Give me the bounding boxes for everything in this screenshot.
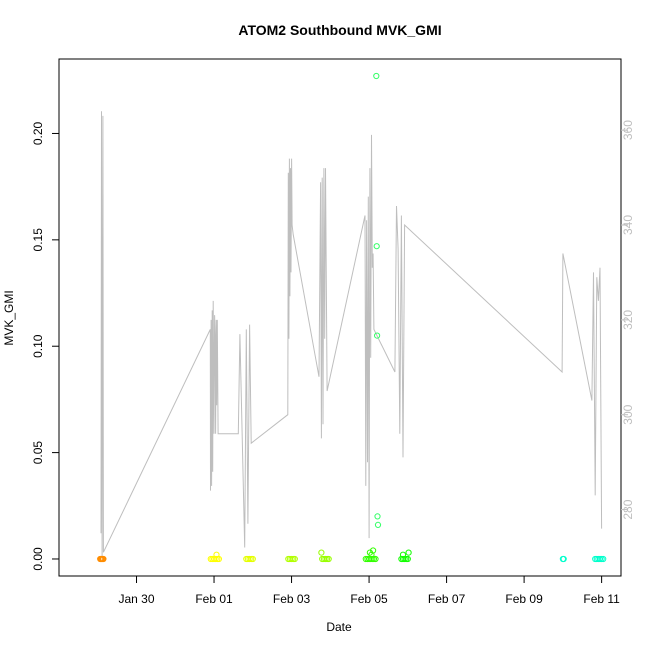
data-point — [100, 555, 107, 563]
y-axis: 0.00 0.05 0.10 0.15 0.20 — [31, 121, 59, 571]
x-tick-label: Feb 03 — [273, 592, 311, 606]
x-tick-label: Feb 05 — [350, 592, 388, 606]
chart-title: ATOM2 Southbound MVK_GMI — [238, 22, 441, 38]
data-point — [600, 555, 607, 563]
y2-tick-label: 300 — [621, 404, 635, 424]
data-point — [405, 549, 412, 556]
data-point — [212, 555, 219, 563]
data-point — [399, 551, 407, 558]
secondary-series-line — [100, 111, 603, 558]
plot-frame — [58, 58, 622, 577]
data-point — [213, 551, 220, 558]
data-point — [372, 555, 379, 563]
y2-tick-label: 320 — [621, 310, 635, 330]
x-axis-label: Date — [326, 620, 352, 634]
secondary-series — [100, 111, 603, 558]
data-point — [318, 549, 325, 556]
x-tick-label: Feb 09 — [505, 592, 543, 606]
y-tick-label: 0.20 — [31, 121, 45, 145]
data-point — [373, 243, 380, 250]
data-point — [374, 521, 382, 529]
data-point — [249, 555, 256, 563]
data-points — [97, 72, 607, 563]
data-point — [374, 332, 381, 339]
y2-axis: 280 300 320 340 360 — [621, 120, 635, 520]
y-tick-label: 0.05 — [31, 441, 45, 465]
y2-tick-label: 340 — [621, 215, 635, 235]
y-tick-label: 0.15 — [31, 228, 45, 252]
data-point — [325, 555, 332, 563]
x-tick-label: Jan 30 — [119, 592, 155, 606]
y2-tick-label: 360 — [621, 120, 635, 140]
data-point — [560, 555, 567, 563]
data-point — [373, 72, 380, 80]
data-point — [374, 513, 381, 520]
y2-tick-label: 280 — [621, 499, 635, 519]
data-point — [366, 549, 373, 556]
x-axis: Jan 30 Feb 01 Feb 03 Feb 05 Feb 07 Feb 09 Feb … — [119, 576, 620, 606]
data-point — [291, 555, 298, 563]
y-tick-label: 0.00 — [31, 547, 45, 571]
x-tick-label: Feb 07 — [428, 592, 466, 606]
y-tick-label: 0.10 — [31, 334, 45, 358]
x-tick-label: Feb 11 — [583, 592, 620, 606]
x-tick-label: Feb 01 — [195, 592, 233, 606]
data-point — [404, 555, 411, 563]
y-axis-label: MVK_GMI — [2, 290, 16, 345]
